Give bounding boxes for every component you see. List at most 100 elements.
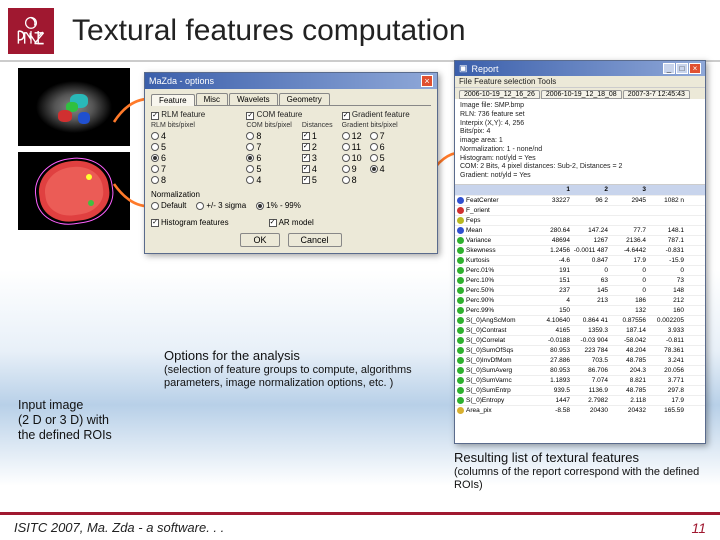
table-row[interactable]: Perc.90%4213186212 [455, 296, 705, 306]
table-row[interactable]: S(_0)SumEntrp939.51136.948.785297.8 [455, 386, 705, 396]
tab-misc[interactable]: Misc [196, 93, 228, 105]
norm-1-99-radio[interactable] [256, 202, 264, 210]
tab-geometry[interactable]: Geometry [279, 93, 330, 105]
close-icon[interactable]: × [421, 75, 433, 87]
rlm-label: RLM feature [161, 110, 205, 119]
rlm-7-radio[interactable] [151, 165, 159, 173]
report-window: ▣ Report _ □ × File Feature selection To… [454, 60, 706, 444]
ok-button[interactable]: OK [240, 233, 279, 247]
grad-4-radio[interactable] [370, 165, 378, 173]
dist-1-check[interactable] [302, 132, 310, 140]
rlm-options: 4 5 6 7 8 [151, 131, 240, 185]
com-label: COM feature [257, 110, 303, 119]
dist-sub: Distances [302, 122, 333, 129]
norm-options: Default +/- 3 sigma 1% - 99% [151, 201, 431, 210]
thumbnail-ct-rois [18, 68, 130, 146]
caption-options-title: Options for the analysis [164, 348, 414, 364]
grad-11-radio[interactable] [342, 143, 350, 151]
dist-2-check[interactable] [302, 143, 310, 151]
norm-default-radio[interactable] [151, 202, 159, 210]
table-row[interactable]: S(_0)SumAverg80.95386.706204.320.056 [455, 366, 705, 376]
report-tabs: 2006-10-19_12_16_26 2006-10-19_12_18_08 … [455, 88, 705, 99]
grad-9-radio[interactable] [342, 165, 350, 173]
caption-result: Resulting list of textural features (col… [454, 450, 706, 494]
thumbnail-brain [18, 152, 130, 230]
dist-4-check[interactable] [302, 165, 310, 173]
dialog-title-text: MaZda - options [149, 76, 214, 86]
table-row[interactable]: FeatCenter3322796 229451082 n [455, 196, 705, 206]
grad-sub: Gradient bits/pixel [342, 122, 431, 129]
dialog-tabs: Feature Misc Wavelets Geometry [151, 93, 431, 106]
norm-label: Normalization [151, 190, 431, 199]
grad-7-radio[interactable] [370, 132, 378, 140]
com-checkbox[interactable] [246, 112, 254, 120]
norm-3sigma-radio[interactable] [196, 202, 204, 210]
rlm-8-radio[interactable] [151, 176, 159, 184]
rlm-sub: RLM bits/pixel [151, 122, 240, 129]
report-icon: ▣ [459, 63, 468, 74]
grad-6-radio[interactable] [370, 143, 378, 151]
slide-content: MaZda - options × Feature Misc Wavelets … [0, 62, 720, 502]
university-logo [8, 8, 54, 54]
table-row[interactable]: Perc.01%191000 [455, 266, 705, 276]
tab-wavelets[interactable]: Wavelets [229, 93, 278, 105]
options-dialog: MaZda - options × Feature Misc Wavelets … [144, 72, 438, 254]
table-row[interactable]: S(_0)SumOfSqs80.953223 78448.20478.361 [455, 346, 705, 356]
page-number: 11 [691, 520, 706, 536]
maximize-icon[interactable]: □ [676, 63, 688, 74]
table-row[interactable]: Perc.10%15163073 [455, 276, 705, 286]
input-thumbnails [18, 68, 134, 236]
dist-5-check[interactable] [302, 176, 310, 184]
table-row[interactable]: F_orient [455, 206, 705, 216]
rlm-6-radio[interactable] [151, 154, 159, 162]
tab-feature[interactable]: Feature [151, 94, 195, 106]
table-row[interactable]: S(_0)InvDfMom27.886703.548.7853.241 [455, 356, 705, 366]
table-row[interactable]: Perc.99%150132160 [455, 306, 705, 316]
table-row[interactable]: Feps [455, 216, 705, 226]
grad-10-radio[interactable] [342, 154, 350, 162]
caption-input: Input image (2 D or 3 D) with the define… [18, 398, 142, 443]
table-row[interactable]: S(_0)AngScMom4.106400.864 410.875560.002… [455, 316, 705, 326]
grad-8-radio[interactable] [342, 176, 350, 184]
table-row[interactable]: Mean280.64147.2477.7148.1 [455, 226, 705, 236]
com-6-radio[interactable] [246, 154, 254, 162]
ar-checkbox[interactable] [269, 219, 277, 227]
report-tab-0[interactable]: 2006-10-19_12_16_26 [459, 90, 540, 99]
footer-text: ISITC 2007, Ma. Zda - a software. . . [14, 520, 224, 535]
rlm-5-radio[interactable] [151, 143, 159, 151]
rlm-checkbox[interactable] [151, 112, 159, 120]
table-row[interactable]: Variance4869412672136.4787.1 [455, 236, 705, 246]
report-grid: 123FeatCenter3322796 229451082 nF_orient… [455, 185, 705, 415]
slide-footer: ISITC 2007, Ma. Zda - a software. . . 11 [0, 512, 720, 540]
table-row[interactable]: S(_0)Correlat-0.0188-0.03 904-58.042-0.8… [455, 336, 705, 346]
grad-5-radio[interactable] [370, 154, 378, 162]
table-row[interactable]: Area_pix-8.582043020432165.59 [455, 406, 705, 415]
hist-checkbox[interactable] [151, 219, 159, 227]
table-row[interactable]: Perc.50%2371450148 [455, 286, 705, 296]
table-row[interactable]: S(_0)SumVarnc1.18937.0748.8213.771 [455, 376, 705, 386]
table-row[interactable]: Kurtosis-4.60.84717.9-15.9 [455, 256, 705, 266]
slide-header: Textural features computation [0, 0, 720, 62]
com-7-radio[interactable] [246, 143, 254, 151]
com-4-radio[interactable] [246, 176, 254, 184]
report-tab-1[interactable]: 2006-10-19_12_18_08 [541, 90, 622, 99]
close-icon[interactable]: × [689, 63, 701, 74]
table-row[interactable]: S(_0)Entropy14472.79822.11817.9 [455, 396, 705, 406]
grad-12-radio[interactable] [342, 132, 350, 140]
dist-3-check[interactable] [302, 154, 310, 162]
table-row[interactable]: Skewness1.2456-0.0011 487-4.6442-0.831 [455, 246, 705, 256]
grad-checkbox[interactable] [342, 112, 350, 120]
report-menu[interactable]: File Feature selection Tools [455, 76, 705, 88]
table-row[interactable]: S(_0)Contrast41651359.3187.143.933 [455, 326, 705, 336]
com-5-radio[interactable] [246, 165, 254, 173]
report-title-text: Report [472, 64, 499, 74]
com-8-radio[interactable] [246, 132, 254, 140]
rlm-4-radio[interactable] [151, 132, 159, 140]
caption-result-title: Resulting list of textural features [454, 450, 706, 466]
dialog-titlebar: MaZda - options × [145, 73, 437, 89]
cancel-button[interactable]: Cancel [288, 233, 342, 247]
minimize-icon[interactable]: _ [663, 63, 675, 74]
report-tab-2[interactable]: 2007-3-7 12:45:43 [623, 90, 690, 99]
grad-label: Gradient feature [352, 110, 410, 119]
caption-options: Options for the analysis (selection of f… [164, 348, 414, 392]
